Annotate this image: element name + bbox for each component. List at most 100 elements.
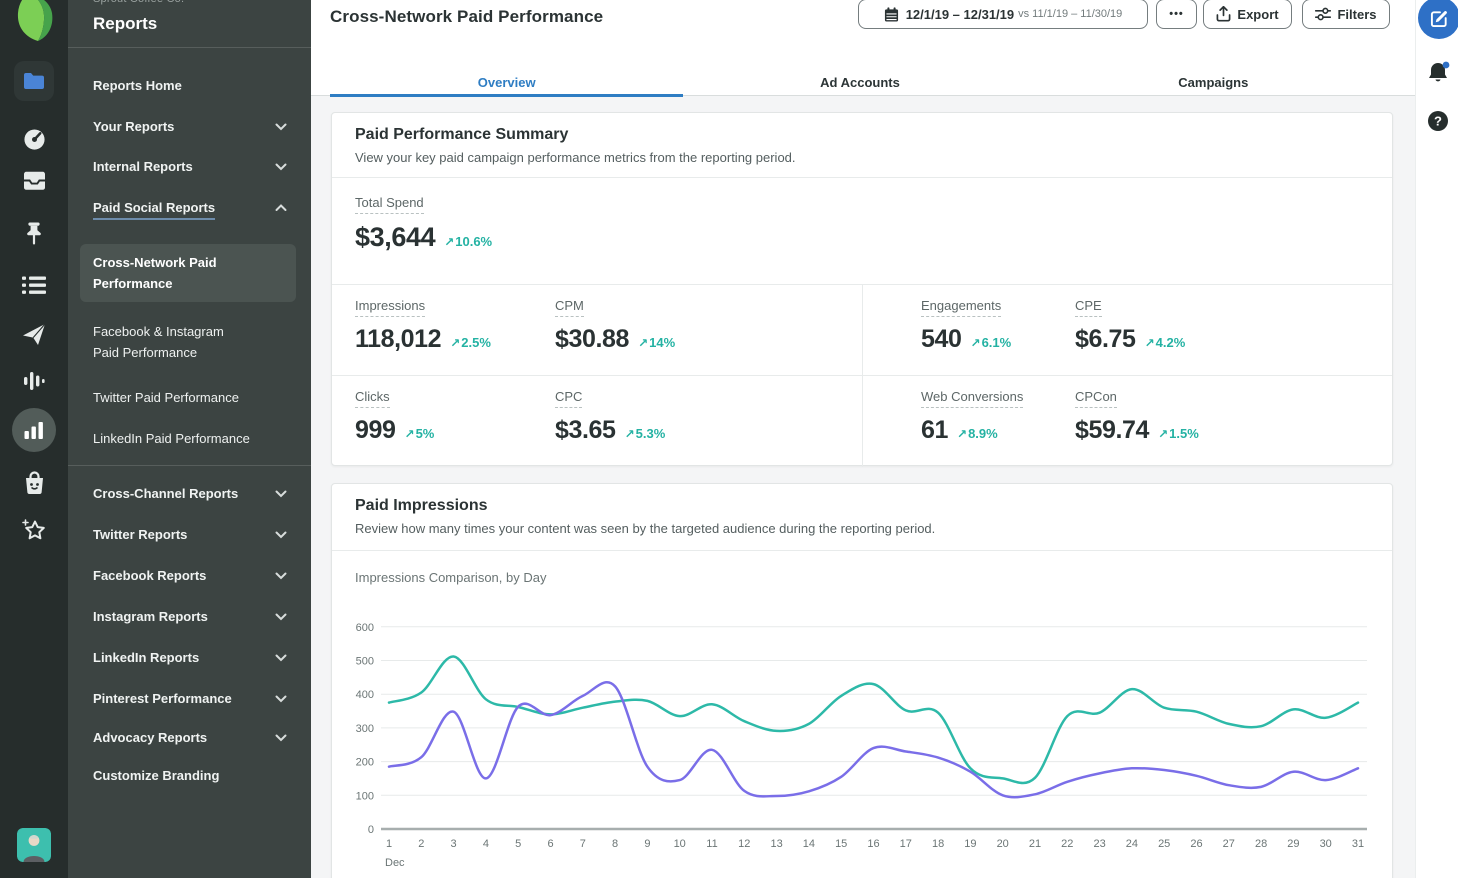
divider (332, 375, 1392, 376)
sidebar-item-twitter-paid-performance[interactable]: Twitter Paid Performance (68, 387, 311, 408)
star-icon (22, 518, 45, 539)
metric-clicks: Clicks 999 ↗5% (355, 388, 434, 445)
rail-item-feeds[interactable] (0, 274, 68, 296)
x-tick-label: 2 (418, 838, 424, 850)
sidebar-divider (68, 47, 311, 48)
sidebar-item-label: Twitter Reports (93, 527, 188, 542)
chevron-down-icon (275, 163, 287, 171)
metric-label[interactable]: Total Spend (355, 195, 424, 214)
notifications-button[interactable] (1416, 60, 1458, 86)
metric-label[interactable]: CPE (1075, 298, 1102, 317)
sidebar-item-label: Facebook & Instagram (93, 324, 224, 339)
metric-value: $3,644 (355, 222, 436, 252)
chevron-down-icon (275, 695, 287, 703)
filters-button[interactable]: Filters (1302, 0, 1390, 29)
rail-item-listening[interactable] (0, 370, 68, 392)
sidebar-item-paid-social-reports[interactable]: Paid Social Reports (68, 198, 311, 222)
sidebar-item-linkedin-reports[interactable]: LinkedIn Reports (68, 648, 311, 672)
sidebar-item-cross-channel-reports[interactable]: Cross-Channel Reports (68, 484, 311, 508)
folder-icon (24, 73, 44, 89)
y-tick-label: 0 (368, 824, 374, 836)
tab-overview[interactable]: Overview (330, 66, 684, 97)
x-tick-label: 22 (1061, 838, 1073, 850)
sidebar-item-internal-reports[interactable]: Internal Reports (68, 157, 311, 181)
rail-item-reports-home[interactable] (14, 61, 54, 101)
svg-text:?: ? (1434, 114, 1442, 129)
rail-item-influencers[interactable] (0, 518, 68, 542)
sidebar-item-customize-branding[interactable]: Customize Branding (68, 766, 311, 790)
x-tick-label: 18 (932, 838, 944, 850)
filters-icon (1315, 7, 1332, 21)
divider (332, 177, 1392, 178)
sidebar-item-label: Cross-Network Paid (93, 255, 217, 270)
x-tick-label: 1 (386, 838, 392, 850)
date-range-button[interactable]: 12/1/19 – 12/31/19 vs 11/1/19 – 11/30/19 (858, 0, 1148, 29)
y-tick-label: 600 (356, 622, 374, 634)
x-tick-label: 31 (1352, 838, 1364, 850)
sidebar-item-label: Pinterest Performance (93, 691, 232, 706)
card-title: Paid Impressions (355, 497, 488, 514)
arrow-up-right-icon: ↗ (957, 427, 968, 441)
metric-value: $59.74 (1075, 416, 1150, 444)
metric-label[interactable]: CPCon (1075, 389, 1117, 408)
org-name[interactable]: Sprout Coffee Co. (93, 0, 184, 5)
sidebar-item-label: Advocacy Reports (93, 730, 208, 745)
sidebar-item-cross-network-paid-performance[interactable]: Cross-Network Paid Performance (80, 244, 296, 302)
export-label: Export (1237, 6, 1279, 22)
y-tick-label: 400 (356, 689, 374, 701)
arrow-up-right-icon: ↗ (970, 336, 981, 350)
compose-button[interactable] (1418, 0, 1458, 39)
metric-label[interactable]: Impressions (355, 298, 426, 317)
rail-item-dashboard[interactable] (0, 127, 68, 151)
metric-label[interactable]: Engagements (921, 298, 1002, 317)
metric-cpcon: CPCon $59.74 ↗1.5% (1075, 388, 1199, 445)
chart-title: Impressions Comparison, by Day (355, 570, 547, 585)
y-tick-label: 300 (356, 723, 374, 735)
x-tick-label: 15 (835, 838, 847, 850)
sidebar-item-facebook-reports[interactable]: Facebook Reports (68, 566, 311, 590)
metric-cpm: CPM $30.88 ↗14% (555, 297, 675, 354)
sidebar-item-facebook-instagram-paid-performance[interactable]: Facebook & Instagram Paid Performance (68, 321, 311, 363)
metric-label[interactable]: Clicks (355, 389, 390, 408)
sidebar-item-reports-home[interactable]: Reports Home (68, 76, 311, 100)
sidebar-item-label: Reports Home (93, 78, 182, 93)
sidebar-item-instagram-reports[interactable]: Instagram Reports (68, 607, 311, 631)
paid-impressions-card: Paid Impressions Review how many times y… (331, 483, 1393, 878)
sidebar-item-pinterest-performance[interactable]: Pinterest Performance (68, 689, 311, 713)
metric-label[interactable]: CPC (555, 389, 583, 408)
metric-label[interactable]: Web Conversions (921, 389, 1024, 408)
metric-delta: ↗10.6% (444, 234, 493, 249)
sidebar-item-label: LinkedIn Reports (93, 650, 200, 665)
rail-item-reports-active[interactable] (12, 408, 56, 452)
sidebar-item-advocacy-reports[interactable]: Advocacy Reports (68, 728, 311, 752)
metric-value: $6.75 (1075, 325, 1136, 353)
chevron-down-icon (275, 531, 287, 539)
metric-value: 540 (921, 325, 962, 353)
metric-value: 61 (921, 416, 949, 444)
rail-item-publishing[interactable] (0, 322, 68, 346)
tab-campaigns[interactable]: Campaigns (1178, 75, 1249, 90)
metric-delta: ↗8.9% (957, 426, 998, 441)
rail-item-inbox[interactable] (0, 168, 68, 194)
sidebar-title: Reports (93, 14, 158, 33)
user-avatar[interactable] (17, 828, 51, 862)
sidebar: Sprout Coffee Co. Reports Reports Home Y… (68, 0, 311, 878)
sidebar-item-twitter-reports[interactable]: Twitter Reports (68, 525, 311, 549)
metric-label[interactable]: CPM (555, 298, 584, 317)
help-button[interactable]: ? (1416, 110, 1458, 132)
sidebar-item-your-reports[interactable]: Your Reports (68, 117, 311, 141)
export-button[interactable]: Export (1203, 0, 1292, 29)
tab-ad-accounts[interactable]: Ad Accounts (820, 75, 900, 90)
more-options-button[interactable]: ••• (1156, 0, 1197, 29)
sidebar-item-linkedin-paid-performance[interactable]: LinkedIn Paid Performance (68, 428, 311, 449)
arrow-up-right-icon: ↗ (404, 427, 415, 441)
icon-rail (0, 0, 68, 878)
rail-item-commerce[interactable] (0, 470, 68, 495)
paid-performance-summary-card: Paid Performance Summary View your key p… (331, 112, 1393, 467)
metric-delta: ↗5.3% (624, 426, 666, 441)
rail-item-pinned[interactable] (0, 221, 68, 245)
metric-delta: ↗5% (404, 426, 435, 441)
metric-value: $3.65 (555, 416, 616, 444)
x-tick-label: 12 (738, 838, 750, 850)
sprout-logo[interactable] (0, 0, 68, 44)
